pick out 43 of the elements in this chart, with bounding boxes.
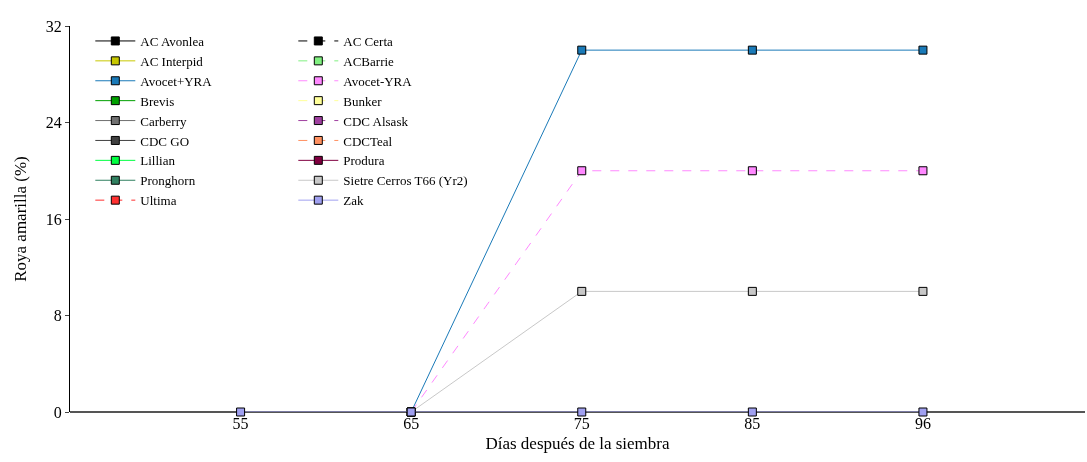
legend-label: Bunker (343, 93, 383, 109)
legend-label: Zak (343, 193, 365, 209)
legend-label: ACBarrie (343, 53, 395, 69)
x-tick-label: 75 (573, 415, 590, 432)
legend-label: CDC Alsask (343, 113, 409, 129)
x-tick-label: 55 (232, 415, 249, 432)
legend-label: Sietre Cerros T66 (Yr2) (343, 173, 468, 189)
y-tick-label: 24 (45, 114, 62, 132)
y-tick-label: 16 (45, 210, 62, 228)
legend-label: Brevis (140, 93, 175, 109)
legend-label: AC Certa (343, 34, 393, 50)
legend-label: Carberry (140, 113, 187, 129)
point (918, 166, 928, 176)
point (918, 407, 928, 417)
x-axis-title: Días después de la siembra (485, 434, 670, 454)
legend-label: Produra (343, 153, 385, 169)
point (577, 286, 587, 296)
point (747, 45, 757, 55)
y-axis-title: Roya amarilla (%) (11, 156, 30, 282)
legend-label: Lillian (140, 153, 176, 169)
x-tick-label: 85 (744, 415, 761, 432)
legend-label: CDC GO (140, 133, 190, 149)
y-tick-label: 8 (53, 307, 62, 325)
point (747, 166, 757, 176)
legend-label: Ultima (140, 193, 177, 209)
legend-label: AC Interpid (140, 53, 204, 69)
y-tick-label: 32 (45, 17, 62, 35)
point (747, 407, 757, 417)
point (918, 286, 928, 296)
legend-label: CDCTeal (343, 133, 393, 149)
point (577, 45, 587, 55)
legend-label: Avocet+YRA (140, 73, 213, 89)
point (747, 286, 757, 296)
point (577, 166, 587, 176)
point (236, 407, 246, 417)
legend-label: AC Avonlea (140, 34, 205, 50)
legend-label: Pronghorn (140, 173, 196, 189)
legend-label: Avocet-YRA (343, 73, 413, 89)
y-tick-label: 0 (53, 403, 62, 421)
point (577, 407, 587, 417)
point (918, 45, 928, 55)
x-tick-label: 96 (914, 415, 931, 432)
x-tick-label: 65 (403, 415, 420, 432)
